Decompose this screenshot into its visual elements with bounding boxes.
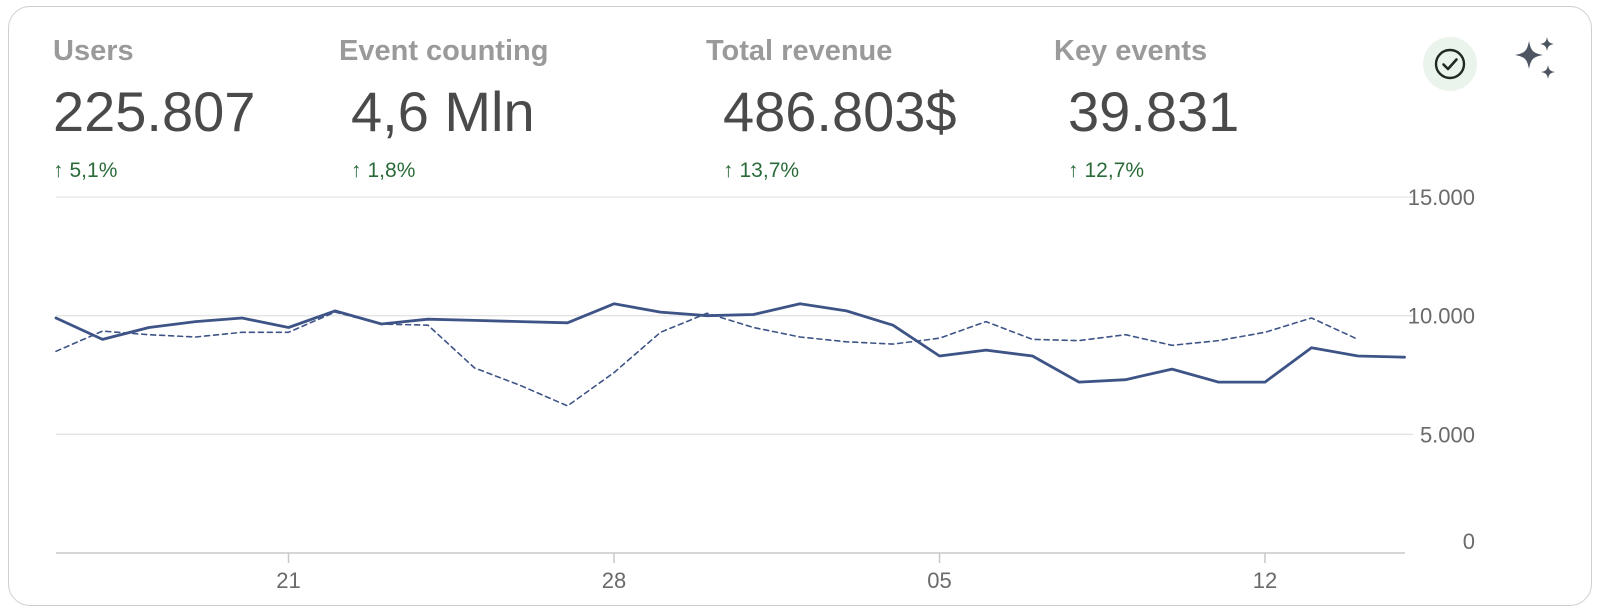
metric-tab-total-revenue[interactable]: Total revenue 486.803$ ↑ 13,7% bbox=[706, 35, 957, 182]
metric-delta: ↑ 12,7% bbox=[1054, 160, 1239, 181]
metric-tab-key-events[interactable]: Key events 39.831 ↑ 12,7% bbox=[1054, 35, 1240, 182]
sparkle-icon[interactable] bbox=[1509, 35, 1559, 85]
metric-delta-value: 13,7% bbox=[739, 159, 800, 182]
up-arrow-icon: ↑ bbox=[351, 159, 362, 182]
metric-label: Key events bbox=[1054, 35, 1208, 67]
current-period-line bbox=[54, 302, 1406, 384]
metric-label: Users bbox=[53, 35, 134, 67]
analytics-card: Users 225.807 ↑ 5,1% Event counting 4,6 … bbox=[8, 6, 1592, 606]
previous-period-line bbox=[55, 311, 1359, 407]
check-circle-glyph bbox=[1434, 48, 1466, 80]
metric-tab-users[interactable]: Users 225.807 ↑ 5,1% bbox=[53, 35, 256, 182]
x-tick-label: 12 bbox=[1253, 568, 1277, 593]
metric-delta: ↑ 13,7% bbox=[706, 160, 957, 181]
y-tick-label: 15.000 bbox=[1408, 185, 1475, 210]
metric-value: 486.803$ bbox=[723, 80, 957, 143]
metric-delta-value: 12,7% bbox=[1084, 159, 1145, 182]
y-tick-label: 10.000 bbox=[1408, 304, 1475, 329]
metric-delta: ↑ 1,8% bbox=[339, 160, 548, 181]
y-tick-label: 5.000 bbox=[1420, 422, 1475, 447]
x-tick-label: 28 bbox=[602, 568, 626, 593]
x-tick-label: 05 bbox=[927, 568, 951, 593]
metric-value: 39.831 bbox=[1068, 80, 1240, 143]
check-circle-icon[interactable] bbox=[1423, 37, 1477, 91]
metric-delta-value: 5,1% bbox=[69, 159, 118, 182]
metric-delta: ↑ 5,1% bbox=[53, 160, 255, 181]
metric-value: 4,6 Mln bbox=[351, 80, 535, 143]
up-arrow-icon: ↑ bbox=[1068, 159, 1079, 182]
metric-value: 225.807 bbox=[53, 80, 256, 143]
metric-tab-event-counting[interactable]: Event counting 4,6 Mln ↑ 1,8% bbox=[339, 35, 549, 182]
y-tick-label: 0 bbox=[1463, 529, 1475, 554]
metric-delta-value: 1,8% bbox=[367, 159, 416, 182]
line-chart: 0 5.000 10.000 15.000 21 28 05 12 bbox=[54, 185, 1475, 593]
up-arrow-icon: ↑ bbox=[53, 159, 64, 182]
metric-label: Total revenue bbox=[706, 35, 893, 67]
up-arrow-icon: ↑ bbox=[723, 159, 734, 182]
metric-label: Event counting bbox=[339, 35, 549, 67]
x-tick-label: 21 bbox=[276, 568, 300, 593]
